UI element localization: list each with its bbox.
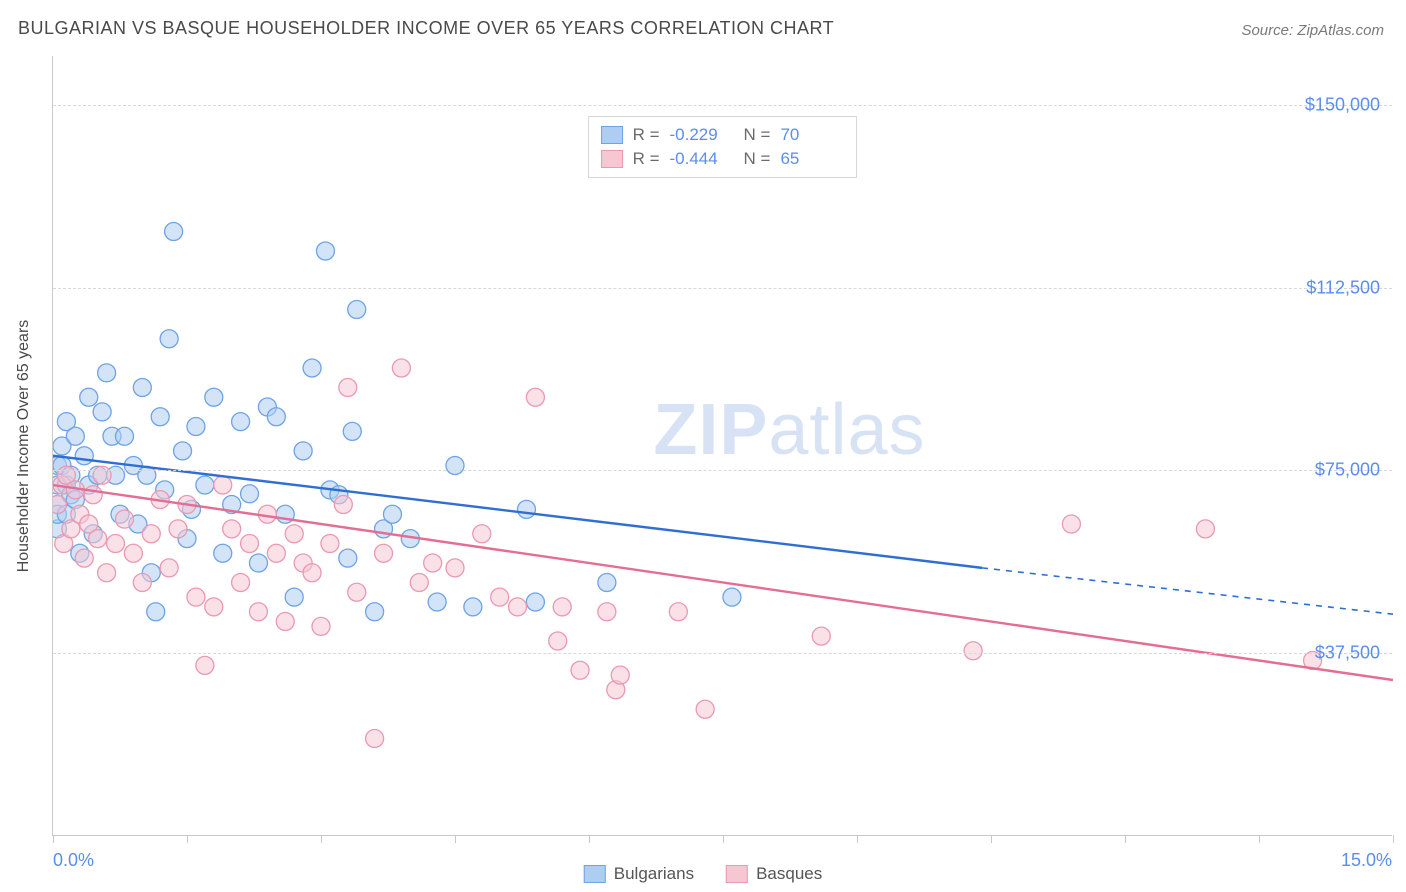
legend-item-basques: Basques (726, 864, 822, 884)
legend-r-value-bulgarians: -0.229 (670, 123, 734, 147)
legend-n-label: N = (744, 147, 771, 171)
swatch-bulgarians (601, 126, 623, 144)
legend-rn-box: R = -0.229 N = 70 R = -0.444 N = 65 (588, 116, 858, 178)
legend-n-value-basques: 65 (780, 147, 844, 171)
gridline-h (53, 653, 1392, 654)
legend-item-bulgarians: Bulgarians (584, 864, 694, 884)
y-tick-label: $75,000 (1315, 460, 1380, 481)
legend-label-basques: Basques (756, 864, 822, 884)
x-tick (857, 835, 858, 843)
x-tick (1393, 835, 1394, 843)
x-tick (53, 835, 54, 843)
x-tick (991, 835, 992, 843)
x-tick (1125, 835, 1126, 843)
legend-n-value-bulgarians: 70 (780, 123, 844, 147)
y-tick-label: $150,000 (1305, 94, 1380, 115)
legend-n-label: N = (744, 123, 771, 147)
x-tick (1259, 835, 1260, 843)
y-tick-label: $37,500 (1315, 643, 1380, 664)
x-tick (723, 835, 724, 843)
legend-rn-row-basques: R = -0.444 N = 65 (601, 147, 845, 171)
gridline-h (53, 470, 1392, 471)
x-axis-min-label: 0.0% (53, 850, 94, 871)
legend-r-label: R = (633, 147, 660, 171)
swatch-basques (726, 865, 748, 883)
scatter-plot: ZIPatlas R = -0.229 N = 70 R = -0.444 N … (52, 56, 1392, 836)
x-tick (321, 835, 322, 843)
swatch-bulgarians (584, 865, 606, 883)
legend-r-value-basques: -0.444 (670, 147, 734, 171)
gridline-h (53, 288, 1392, 289)
legend-rn-row-bulgarians: R = -0.229 N = 70 (601, 123, 845, 147)
chart-title: BULGARIAN VS BASQUE HOUSEHOLDER INCOME O… (18, 18, 834, 39)
x-tick (589, 835, 590, 843)
gridline-h (53, 105, 1392, 106)
x-tick (187, 835, 188, 843)
x-tick (455, 835, 456, 843)
y-tick-label: $112,500 (1306, 277, 1380, 298)
bottom-legend: Bulgarians Basques (584, 864, 823, 884)
legend-r-label: R = (633, 123, 660, 147)
legend-label-bulgarians: Bulgarians (614, 864, 694, 884)
source-label: Source: ZipAtlas.com (1241, 22, 1384, 39)
y-axis-title: Householder Income Over 65 years (15, 320, 33, 573)
swatch-basques (601, 150, 623, 168)
x-axis-max-label: 15.0% (1341, 850, 1392, 871)
